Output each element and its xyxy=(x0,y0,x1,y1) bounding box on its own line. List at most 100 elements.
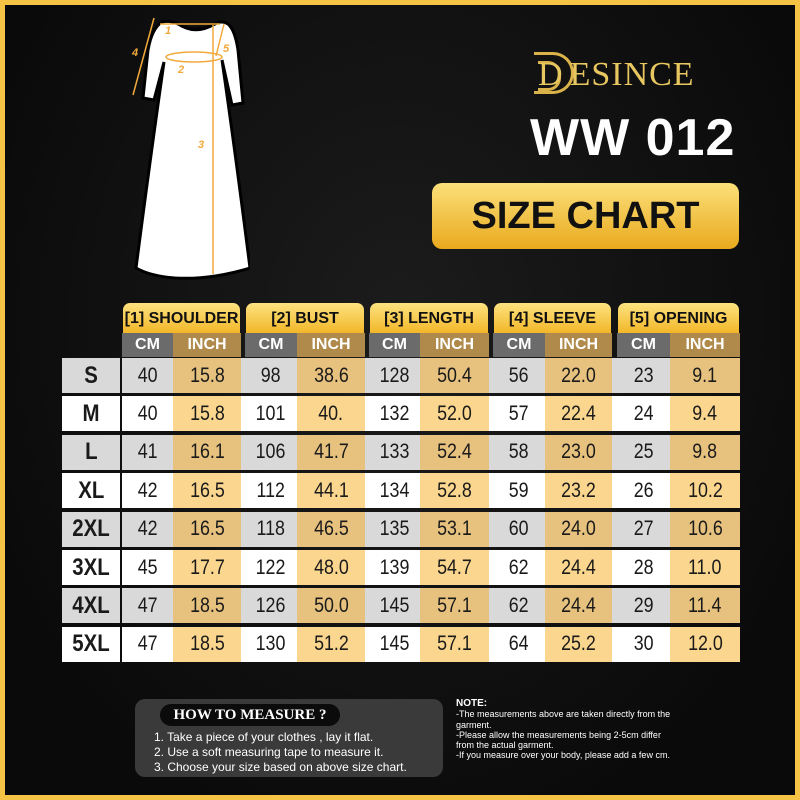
cm-cell: 98 xyxy=(245,358,297,393)
size-label: S xyxy=(62,358,120,393)
dress-measurement-diagram: 1 2 3 4 5 xyxy=(131,17,250,280)
cell-text: 38.6 xyxy=(313,363,349,387)
diagram-label-3: 3 xyxy=(198,139,204,151)
cell-text: 62 xyxy=(509,593,529,617)
cell-text: 9.8 xyxy=(692,440,718,464)
cell-gap xyxy=(241,358,245,393)
cell-text: 15.8 xyxy=(189,363,225,387)
cell-text: 25 xyxy=(633,440,654,464)
size-label: 5XL xyxy=(62,626,120,662)
cell-text: 24.4 xyxy=(561,555,596,579)
unit-header-inch: INCH xyxy=(545,333,612,357)
cell-gap xyxy=(612,626,617,662)
measure-step: 1. Take a piece of your clothes , lay it… xyxy=(154,730,374,744)
cell-text: 139 xyxy=(379,555,410,579)
cm-cell: 112 xyxy=(245,473,297,509)
cell-text: 126 xyxy=(256,593,286,617)
inch-cell: 16.5 xyxy=(173,473,241,509)
cell-text: 145 xyxy=(379,593,410,617)
cm-cell: 27 xyxy=(617,511,670,547)
unit-header-inch: INCH xyxy=(297,333,365,357)
cell-text: 47 xyxy=(137,632,158,656)
cell-gap xyxy=(365,550,369,585)
cell-gap xyxy=(365,396,369,432)
cell-text: 44.1 xyxy=(313,478,349,502)
cell-text: 16.5 xyxy=(189,478,225,502)
inch-cell: 22.0 xyxy=(545,358,612,393)
cell-text: 10.6 xyxy=(687,517,723,541)
cm-cell: 47 xyxy=(122,588,173,624)
cell-text: 42 xyxy=(137,517,158,541)
cell-gap xyxy=(489,626,493,662)
inch-cell: 10.2 xyxy=(670,473,740,509)
cell-text: 3XL xyxy=(72,553,110,581)
cell-text: 58 xyxy=(509,440,529,464)
cell-text: 57.1 xyxy=(437,632,472,656)
inch-cell: 9.8 xyxy=(670,434,740,470)
cm-cell: 28 xyxy=(617,550,670,585)
cell-gap xyxy=(241,550,245,585)
cell-gap xyxy=(241,511,245,547)
inch-cell: 16.1 xyxy=(173,434,241,470)
cell-gap xyxy=(612,434,617,470)
cm-cell: 62 xyxy=(493,588,545,624)
cm-cell: 42 xyxy=(122,511,173,547)
cell-text: 2XL xyxy=(72,515,110,543)
cell-text: 16.1 xyxy=(189,440,225,464)
cell-gap xyxy=(241,473,245,509)
cell-text: 40 xyxy=(137,363,158,387)
column-group-header: [1] SHOULDER xyxy=(123,303,240,334)
cm-cell: 45 xyxy=(122,550,173,585)
inch-cell: 24.0 xyxy=(545,511,612,547)
cell-text: 130 xyxy=(256,632,286,656)
cm-cell: 133 xyxy=(369,434,420,470)
cell-text: 46.5 xyxy=(313,517,349,541)
inch-cell: 12.0 xyxy=(670,626,740,662)
cm-cell: 62 xyxy=(493,550,545,585)
cm-cell: 135 xyxy=(369,511,420,547)
cell-gap xyxy=(612,358,617,393)
cell-text: 133 xyxy=(379,440,410,464)
inch-cell: 15.8 xyxy=(173,358,241,393)
size-label: 4XL xyxy=(62,588,120,624)
cell-text: 30 xyxy=(633,632,654,656)
cm-cell: 24 xyxy=(617,396,670,432)
cell-text: 134 xyxy=(379,478,410,502)
cm-cell: 30 xyxy=(617,626,670,662)
diagram-label-1: 1 xyxy=(165,25,171,37)
cell-text: 112 xyxy=(256,478,286,502)
cell-text: 41.7 xyxy=(313,440,349,464)
cell-text: 9.1 xyxy=(692,363,718,387)
cm-cell: 58 xyxy=(493,434,545,470)
cell-text: 4XL xyxy=(72,591,110,619)
size-label: 3XL xyxy=(62,550,120,585)
cell-gap xyxy=(612,473,617,509)
cm-cell: 106 xyxy=(245,434,297,470)
cm-cell: 64 xyxy=(493,626,545,662)
size-label: XL xyxy=(62,473,120,509)
cm-cell: 145 xyxy=(369,588,420,624)
cell-text: 40. xyxy=(318,401,344,425)
cell-text: XL xyxy=(77,476,105,504)
cell-gap xyxy=(365,358,369,393)
logo-d-mark xyxy=(534,52,574,94)
cm-cell: 118 xyxy=(245,511,297,547)
inch-cell: 52.4 xyxy=(420,434,489,470)
inch-cell: 57.1 xyxy=(420,626,489,662)
column-group-header: [2] BUST xyxy=(246,303,364,334)
inch-cell: 41.7 xyxy=(297,434,365,470)
cell-text: 41 xyxy=(137,440,158,464)
cell-text: 24 xyxy=(633,401,654,425)
cell-gap xyxy=(365,626,369,662)
inch-cell: 22.4 xyxy=(545,396,612,432)
cell-text: 16.5 xyxy=(189,517,225,541)
inch-cell: 16.5 xyxy=(173,511,241,547)
column-group-header: [3] LENGTH xyxy=(370,303,488,334)
inch-cell: 11.0 xyxy=(670,550,740,585)
cell-gap xyxy=(241,396,245,432)
cell-gap xyxy=(365,434,369,470)
inch-cell: 50.4 xyxy=(420,358,489,393)
cell-text: 29 xyxy=(633,593,654,617)
cell-text: 17.7 xyxy=(189,555,225,579)
cell-text: M xyxy=(82,399,100,427)
